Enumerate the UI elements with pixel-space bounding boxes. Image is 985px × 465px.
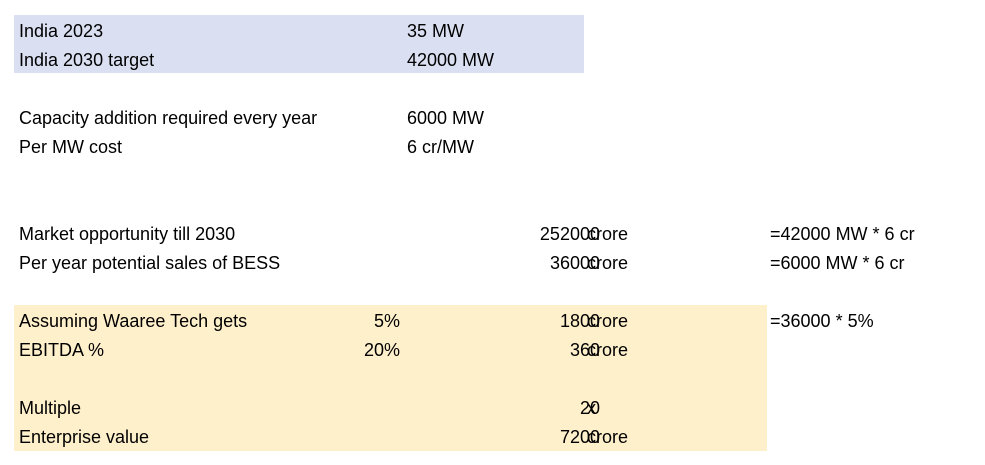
cell-per-year-sales-formula[interactable]: =6000 MW * 6 cr	[770, 253, 905, 273]
cell-per-year-sales-unit[interactable]: crore	[587, 253, 629, 273]
cell-market-opportunity-unit[interactable]: crore	[587, 224, 629, 244]
cell-multiple-value[interactable]: 20	[579, 398, 600, 418]
cell-per-mw-cost-value[interactable]: 6 cr/MW	[407, 137, 474, 157]
cell-market-opportunity-value[interactable]: 252000	[539, 224, 600, 244]
cell-enterprise-value-value[interactable]: 7200	[559, 427, 600, 447]
valuation-highlight-block	[14, 305, 767, 451]
cell-enterprise-value-label[interactable]: Enterprise value	[19, 427, 150, 447]
cell-enterprise-value-unit[interactable]: crore	[587, 427, 629, 447]
cell-ebitda-value[interactable]: 360	[569, 340, 600, 360]
cell-india-2030-value[interactable]: 42000 MW	[407, 50, 495, 70]
cell-ebitda-label[interactable]: EBITDA %	[19, 340, 105, 360]
cell-market-opportunity-formula[interactable]: =42000 MW * 6 cr	[770, 224, 915, 244]
cell-waaree-share-pct[interactable]: 5%	[373, 311, 400, 331]
india-highlight-block	[14, 15, 584, 73]
cell-waaree-share-label[interactable]: Assuming Waaree Tech gets	[19, 311, 248, 331]
cell-india-2030-label[interactable]: India 2030 target	[19, 50, 155, 70]
cell-market-opportunity-label[interactable]: Market opportunity till 2030	[19, 224, 236, 244]
cell-waaree-share-unit[interactable]: crore	[587, 311, 629, 331]
cell-india-2023-label[interactable]: India 2023	[19, 21, 104, 41]
cell-ebitda-unit[interactable]: crore	[587, 340, 629, 360]
cell-waaree-share-value[interactable]: 1800	[559, 311, 600, 331]
cell-waaree-share-formula[interactable]: =36000 * 5%	[770, 311, 874, 331]
cell-capacity-addition-value[interactable]: 6000 MW	[407, 108, 485, 128]
cell-ebitda-pct[interactable]: 20%	[363, 340, 400, 360]
cell-per-year-sales-label[interactable]: Per year potential sales of BESS	[19, 253, 281, 273]
cell-per-mw-cost-label[interactable]: Per MW cost	[19, 137, 123, 157]
cell-per-year-sales-value[interactable]: 36000	[549, 253, 600, 273]
cell-india-2023-value[interactable]: 35 MW	[407, 21, 465, 41]
cell-capacity-addition-label[interactable]: Capacity addition required every year	[19, 108, 318, 128]
cell-multiple-unit[interactable]: x	[587, 398, 596, 418]
cell-multiple-label[interactable]: Multiple	[19, 398, 82, 418]
